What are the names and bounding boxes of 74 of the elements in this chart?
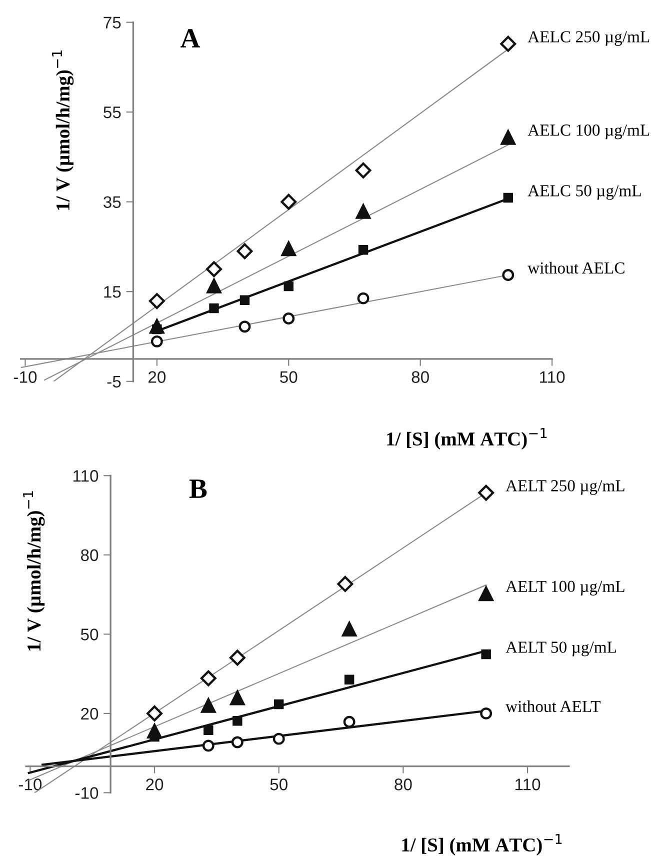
- x-tick-label: -10: [14, 371, 37, 383]
- y-tick-label: 55: [104, 106, 121, 118]
- point: [284, 281, 294, 292]
- point: [240, 295, 250, 305]
- point: [282, 312, 295, 324]
- point: [146, 705, 163, 722]
- point: [344, 674, 354, 684]
- x-tick-label: 20: [148, 371, 166, 383]
- series-label: AELT 50 µg/mL: [506, 642, 616, 656]
- point: [236, 243, 253, 260]
- point: [206, 278, 222, 294]
- y-axis-title: 1/ V (µmol/h/mg)$^{−1}$: [52, 50, 74, 210]
- y-tick-label: 80: [80, 549, 98, 562]
- series-label: AELC 100 µg/mL: [528, 124, 650, 140]
- x-tick-label: 110: [516, 778, 540, 790]
- point: [231, 736, 244, 748]
- y-axis-title: 1/ V (µmol/h/mg)$^{−1}$: [23, 491, 45, 651]
- series-label: without AELC: [528, 262, 624, 274]
- point: [209, 303, 219, 314]
- point: [356, 204, 371, 219]
- point: [272, 732, 285, 745]
- point: [503, 192, 514, 203]
- point: [150, 732, 160, 742]
- x-axis-title: 1/ [S] (mM ATC)$^{−1}$: [402, 834, 562, 856]
- point: [238, 320, 251, 333]
- point: [342, 621, 357, 637]
- point: [202, 740, 214, 752]
- point: [480, 707, 492, 720]
- annotation: A: [180, 29, 200, 48]
- point: [229, 650, 246, 666]
- point: [232, 716, 242, 726]
- series-label: AELC 50 µg/mL: [528, 185, 641, 200]
- x-axis-title: 1/ [S] (mM ATC)$^{−1}$: [387, 428, 547, 450]
- point: [230, 690, 246, 706]
- x-tick-label: 20: [146, 778, 164, 790]
- series-label: AELC 250 µg/mL: [528, 31, 650, 46]
- y-tick-label: -5: [107, 376, 121, 388]
- x-tick-label: 110: [540, 371, 565, 383]
- x-tick-label: 80: [394, 778, 412, 790]
- point: [502, 269, 514, 281]
- point: [274, 699, 284, 710]
- x-tick-label: 50: [270, 778, 288, 790]
- y-tick-label: 20: [81, 708, 98, 720]
- point: [280, 194, 297, 210]
- y-tick-label: 15: [104, 286, 121, 298]
- series-label: AELT 250 µg/mL: [506, 480, 624, 495]
- y-tick-label: -10: [75, 787, 98, 799]
- point: [358, 244, 368, 255]
- y-tick-label: 50: [80, 628, 98, 640]
- annotation: B: [189, 480, 207, 498]
- y-tick-label: 75: [104, 16, 121, 28]
- point: [500, 36, 516, 52]
- y-tick-label: 110: [73, 470, 98, 482]
- point: [204, 725, 214, 735]
- y-tick-label: 35: [104, 196, 121, 208]
- point: [355, 162, 372, 178]
- point: [478, 484, 494, 501]
- point: [500, 130, 516, 145]
- point: [478, 586, 494, 602]
- x-tick-label: 80: [412, 371, 429, 383]
- point: [200, 698, 216, 713]
- point: [148, 293, 165, 310]
- x-tick-label: -10: [18, 778, 42, 790]
- point: [280, 240, 296, 256]
- series-label: without AELT: [506, 700, 600, 712]
- point: [337, 576, 354, 592]
- point: [481, 649, 491, 660]
- x-tick-label: 50: [280, 371, 298, 383]
- point: [150, 335, 163, 348]
- point: [357, 292, 370, 304]
- point: [206, 261, 222, 278]
- point: [343, 716, 356, 728]
- series-label: AELT 100 µg/mL: [506, 580, 624, 596]
- point: [200, 670, 216, 686]
